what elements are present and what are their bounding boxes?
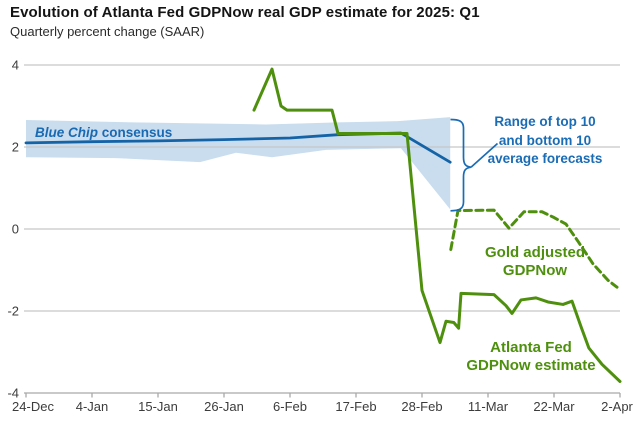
range-annotation-label: Range of top 10 and bottom 10 average fo… [472,113,618,169]
x-tick-label: 22-Mar [533,399,575,414]
y-tick-label: -4 [7,386,19,401]
range-bracket-brace [451,120,472,211]
y-tick-label: 0 [12,222,19,237]
gold-adjusted-gdpnow-label: Gold adjusted GDPNow [470,244,600,279]
gold-label-line2: GDPNow [470,262,600,280]
x-tick-label: 17-Feb [335,399,376,414]
blue-chip-label-italic: Blue Chip [35,125,98,140]
x-tick-label: 11-Mar [468,399,509,414]
y-tick-label: -2 [7,304,19,319]
range-annotation-line3: average forecasts [472,150,618,169]
x-tick-label: 28-Feb [401,399,442,414]
x-tick-label: 26-Jan [204,399,244,414]
x-tick-label: 15-Jan [138,399,178,414]
gold-label-line1: Gold adjusted [470,244,600,262]
chart-container: Evolution of Atlanta Fed GDPNow real GDP… [0,0,637,425]
range-annotation-line2: and bottom 10 [472,132,618,151]
y-tick-label: 4 [12,58,19,73]
range-annotation-line1: Range of top 10 [472,113,618,132]
x-tick-label: 4-Jan [76,399,109,414]
x-tick-label: 6-Feb [273,399,307,414]
blue-chip-consensus-label: Blue Chip consensus [35,124,172,142]
x-tick-label: 24-Dec [12,399,54,414]
atlanta-fed-gdpnow-label: Atlanta Fed GDPNow estimate [451,339,611,374]
atlanta-label-line1: Atlanta Fed [451,339,611,357]
atlanta-label-line2: GDPNow estimate [451,357,611,375]
blue-chip-label-rest: consensus [98,125,172,140]
x-tick-label: 2-Apr [601,399,633,414]
x-axis [26,393,620,398]
y-tick-label: 2 [12,140,19,155]
